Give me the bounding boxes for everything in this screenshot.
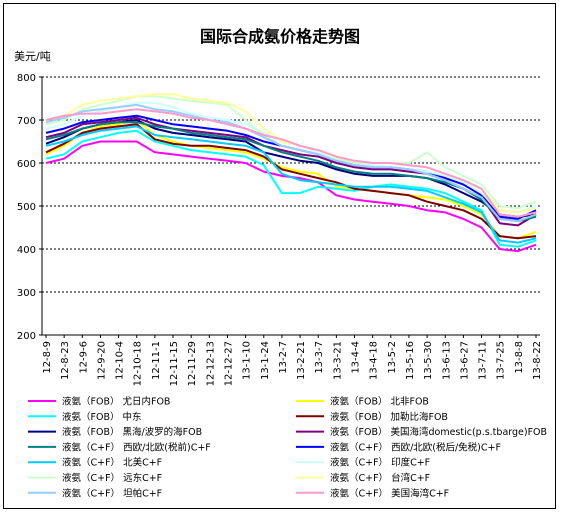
x-tick-label: 13-1-24 [260,341,271,380]
x-tick-label: 13-2-21 [296,341,307,380]
x-tick-label: 13-5-16 [405,341,416,380]
legend-label-1: 液氨（FOB） 尤日内FOB [62,396,170,408]
series-line-3 [45,129,537,248]
x-tick-label: 13-7-25 [496,341,507,380]
x-tick-label: 13-8-22 [532,341,543,380]
series-line-13 [45,103,537,223]
x-tick-label: 13-2-7 [278,341,289,374]
x-tick-label: 13-4-18 [369,341,380,380]
x-tick-label: 12-8-23 [60,341,71,380]
legend-label-10: 液氨（C+F） 印度C+F [330,457,430,469]
legend-label-6: 液氨（FOB） 美国海湾domestic(p.s.tbarge)FOB [330,426,547,438]
x-tick-label: 13-3-21 [332,341,343,380]
y-tick-label: 400 [17,245,36,256]
x-tick-label: 13-4-4 [351,341,362,374]
y-tick-label: 600 [17,159,36,170]
legend-label-5: 液氨（FOB） 黑海/波罗的海FOB [62,426,202,438]
x-tick-label: 12-11-1 [151,341,162,380]
x-tick-label: 12-12-13 [205,341,216,386]
x-tick-label: 13-8-8 [514,341,525,374]
x-tick-label: 13-6-13 [441,341,452,380]
chart-frame [3,3,556,509]
x-tick-label: 13-3-7 [314,341,325,374]
x-tick-label: 13-1-10 [242,341,253,380]
x-tick-label: 12-10-18 [133,341,144,386]
legend-label-11: 液氨（C+F） 远东C+F [62,472,162,484]
x-tick-label: 12-9-6 [78,341,89,374]
x-tick-label: 13-5-30 [423,341,434,380]
x-tick-label: 13-7-11 [478,341,489,380]
legend-label-9: 液氨（C+F） 北美C+F [62,457,162,469]
legend-label-7: 液氨（C+F） 西欧/北欧(税前)C+F [62,441,211,453]
y-axis-unit-label: 美元/吨 [14,50,51,63]
series-line-9 [45,125,537,244]
chart-title: 国际合成氨价格走势图 [200,27,360,46]
y-tick-label: 800 [17,73,36,84]
legend-label-13: 液氨（C+F） 坦帕C+F [62,487,162,499]
x-tick-label: 12-8-9 [42,341,53,374]
legend-label-4: 液氨（FOB） 加勒比海FOB [330,411,448,423]
legend-label-8: 液氨（C+F） 西欧/北欧(税后/免税)C+F [330,441,501,453]
series-line-5 [45,119,537,218]
x-tick-label: 12-9-20 [96,341,107,380]
series-line-4 [45,123,537,240]
y-tick-label: 300 [17,288,36,299]
legend-label-2: 液氨（FOB） 北非FOB [330,396,429,408]
x-tick-label: 12-12-27 [223,341,234,386]
legend-label-14: 液氨（C+F） 美国海湾C+F [330,487,449,499]
x-tick-label: 12-11-15 [169,341,180,386]
x-tick-label: 13-5-2 [387,341,398,374]
x-tick-label: 13-6-27 [459,341,470,380]
y-tick-label: 200 [17,331,36,342]
x-tick-label: 12-10-4 [115,341,126,380]
y-tick-label: 500 [17,202,36,213]
y-tick-label: 700 [17,116,36,127]
x-tick-label: 12-11-29 [187,341,198,386]
series-line-14 [45,108,537,218]
legend-label-3: 液氨（FOB） 中东 [62,411,141,423]
legend-label-12: 液氨（C+F） 台湾C+F [330,472,430,484]
